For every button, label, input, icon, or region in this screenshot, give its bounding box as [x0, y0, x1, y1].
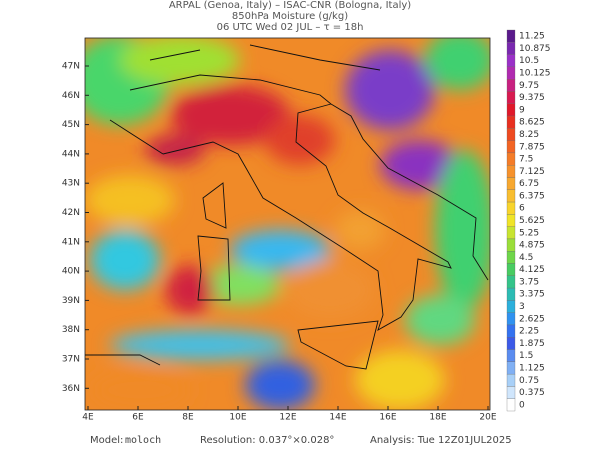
analysis: Analysis: Tue 12Z01JUL2025 [370, 435, 512, 446]
colorbar-label: 5.25 [519, 228, 539, 238]
colorbar-label: 3.375 [519, 290, 545, 300]
colorbar-swatch [506, 226, 516, 240]
colorbar-label: 6 [519, 204, 525, 214]
lat-label: 38N [62, 325, 80, 335]
colorbar-label: 2.625 [519, 314, 545, 324]
colorbar-swatch [506, 177, 516, 190]
colorbar-swatch [506, 337, 516, 350]
colorbar-swatch [506, 349, 516, 362]
lon-label: 16E [379, 413, 396, 423]
lat-label: 45N [62, 120, 80, 130]
lat-labels: 47N 46N 45N 44N 43N 42N 41N 40N 39N 38N 37N 36N [62, 62, 89, 394]
colorbar-label: 11.25 [519, 32, 545, 42]
lat-label: 39N [62, 296, 80, 306]
colorbar-swatch [506, 128, 516, 141]
colorbar-swatch [506, 201, 516, 215]
coastlines [85, 44, 489, 370]
colorbar-label: 2.25 [519, 327, 539, 337]
colorbar-label: 9 [519, 105, 525, 115]
colorbar-label: 6.75 [519, 179, 539, 189]
colorbar-swatch [506, 324, 516, 338]
lon-label: 6E [132, 413, 144, 423]
colorbar-label: 0.375 [519, 388, 545, 398]
colorbar-label: 10.125 [519, 69, 551, 79]
colorbar-label: 4.5 [519, 253, 533, 263]
colorbar-swatch [506, 361, 516, 375]
moisture-field [85, 38, 490, 410]
colorbar-swatch [506, 398, 516, 412]
colorbar-label: 1.125 [519, 363, 545, 373]
colorbar-label: 3 [519, 302, 525, 312]
colorbar-label: 0.75 [519, 376, 539, 386]
lon-label: 8E [182, 413, 194, 423]
colorbar-swatch [506, 312, 516, 326]
colorbar-swatch [506, 251, 516, 264]
lat-label: 46N [62, 91, 80, 101]
lat-label: 47N [62, 62, 80, 72]
colorbar-swatch [506, 214, 516, 227]
colorbar-label: 7.125 [519, 167, 545, 177]
colorbar-label: 10.5 [519, 56, 539, 66]
lon-label: 18E [429, 413, 446, 423]
colorbar-label: 9.375 [519, 93, 545, 103]
colorbar-swatch [506, 263, 516, 276]
lat-label: 36N [62, 384, 80, 394]
colorbar-label: 9.75 [519, 81, 539, 91]
header-line: ARPAL (Genoa, Italy) – ISAC-CNR (Bologna… [169, 0, 411, 11]
colorbar-swatch [506, 29, 516, 43]
model-label: Model: [90, 435, 123, 446]
colorbar-swatch [506, 373, 516, 387]
colorbar-swatch [506, 275, 516, 289]
colorbar-label: 6.375 [519, 191, 545, 201]
colorbar-swatch [506, 287, 516, 301]
colorbar-label: 1.875 [519, 339, 545, 349]
lat-label: 41N [62, 237, 80, 247]
colorbar-label: 7.875 [519, 142, 545, 152]
colorbar-label: 4.875 [519, 241, 545, 251]
colorbar-swatch [506, 115, 516, 129]
colorbar-swatch [506, 66, 516, 80]
colorbar-label: 8.25 [519, 130, 539, 140]
lon-label: 20E [479, 413, 496, 423]
colorbar-swatch [506, 54, 516, 68]
header-line: 850hPa Moisture (g/kg) [232, 11, 348, 22]
lon-label: 12E [279, 413, 296, 423]
colorbar-label: 3.75 [519, 277, 539, 287]
header-line: 06 UTC Wed 02 JUL – τ = 18h [217, 22, 364, 33]
colorbar-label: 1.5 [519, 351, 533, 361]
colorbar-label: 4.125 [519, 265, 545, 275]
lat-label: 37N [62, 355, 80, 365]
colorbar-swatch [506, 165, 516, 178]
resolution: Resolution: 0.037°×0.028° [200, 435, 334, 446]
lon-label: 14E [329, 413, 346, 423]
lon-label: 4E [82, 413, 94, 423]
colorbar-swatch [506, 140, 516, 154]
colorbar-swatch [506, 152, 516, 166]
colorbar-swatch [506, 238, 516, 252]
colorbar-label: 5.625 [519, 216, 545, 226]
colorbar-label: 0 [519, 400, 525, 410]
lon-labels: 4E 6E 8E 10E 12E 14E 16E 18E 20E [82, 406, 497, 423]
colorbar-swatch [506, 91, 516, 104]
colorbar-swatch [506, 189, 516, 203]
colorbar-swatch [506, 386, 516, 399]
colorbar: 11.25 10.875 10.5 10.125 9.75 9.375 9 8.625 8.25… [506, 29, 551, 412]
lat-label: 42N [62, 208, 80, 218]
colorbar-label: 7.5 [519, 155, 533, 165]
colorbar-label: 10.875 [519, 44, 551, 54]
model-name: moloch [125, 435, 161, 446]
colorbar-label: 8.625 [519, 118, 545, 128]
lat-label: 40N [62, 267, 80, 277]
lat-label: 43N [62, 179, 80, 189]
colorbar-swatch [506, 103, 516, 117]
colorbar-swatch [506, 79, 516, 92]
colorbar-swatch [506, 42, 516, 55]
colorbar-swatch [506, 300, 516, 313]
lat-label: 44N [62, 149, 80, 159]
lon-label: 10E [229, 413, 246, 423]
